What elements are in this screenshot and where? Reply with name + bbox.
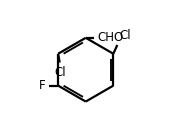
- Text: CHO: CHO: [97, 31, 124, 44]
- Text: Cl: Cl: [55, 66, 66, 79]
- Text: F: F: [39, 79, 45, 92]
- Text: Cl: Cl: [120, 29, 131, 42]
